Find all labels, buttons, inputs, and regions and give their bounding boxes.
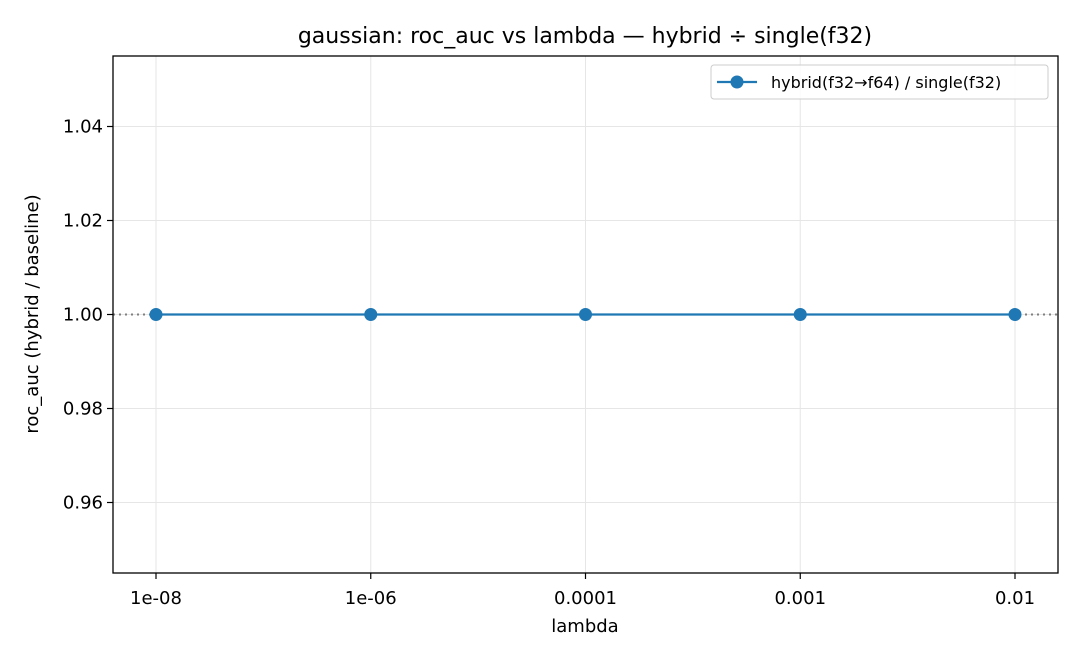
y-axis-label: roc_auc (hybrid / baseline) xyxy=(22,194,43,433)
x-axis-label: lambda xyxy=(551,616,618,637)
chart-title: gaussian: roc_auc vs lambda — hybrid ÷ s… xyxy=(298,24,872,49)
y-tick-label: 1.00 xyxy=(63,305,103,326)
data-point xyxy=(793,308,807,321)
data-point xyxy=(149,308,163,321)
x-tick-label: 0.001 xyxy=(774,588,826,609)
legend-marker-swatch xyxy=(730,75,744,89)
legend-label: hybrid(f32→f64) / single(f32) xyxy=(771,73,1001,92)
data-point xyxy=(579,308,592,321)
y-tick-label: 1.02 xyxy=(63,211,103,232)
legend-box xyxy=(710,64,1049,100)
y-tick-label: 1.04 xyxy=(63,117,103,138)
legend: hybrid(f32→f64) / single(f32) xyxy=(710,64,1049,100)
x-tick-label: 1e-06 xyxy=(345,588,397,609)
y-tick-label: 0.98 xyxy=(63,399,103,420)
data-point xyxy=(364,308,378,321)
x-tick-label: 0.01 xyxy=(995,588,1035,609)
series-layer xyxy=(149,308,1022,321)
y-axis-ticks: 0.96 0.98 1.00 1.02 1.04 xyxy=(63,117,113,514)
x-tick-label: 0.0001 xyxy=(554,588,617,609)
y-tick-label: 0.96 xyxy=(63,493,103,514)
x-axis-ticks: 1e-08 1e-06 0.0001 0.001 0.01 xyxy=(130,573,1035,609)
data-point xyxy=(1008,308,1022,321)
x-tick-label: 1e-08 xyxy=(130,588,182,609)
